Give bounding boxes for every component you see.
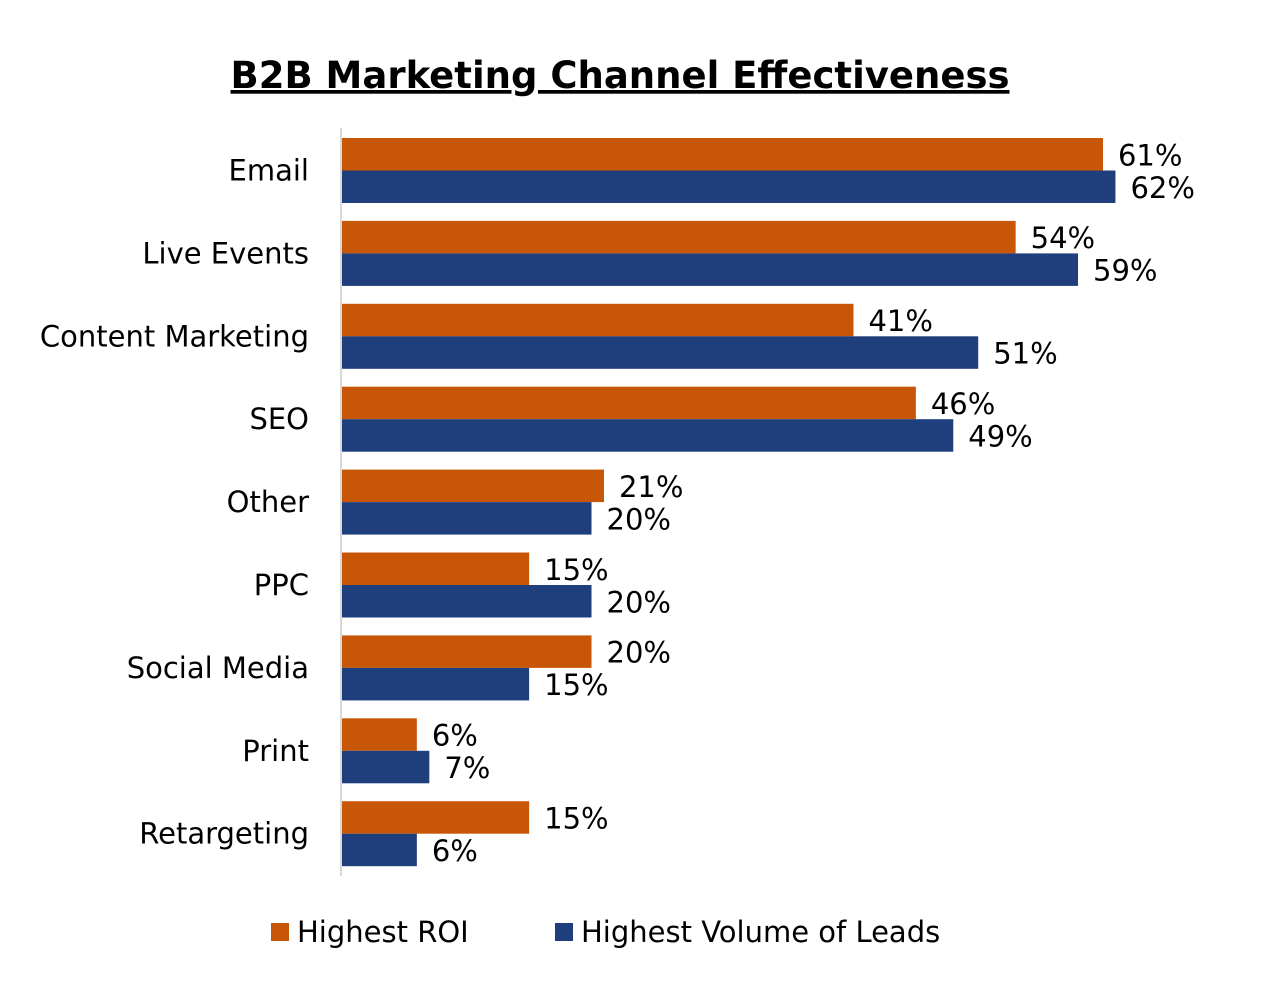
bar-highest-volume-of-leads [342, 253, 1079, 286]
bar-highest-roi [342, 801, 530, 834]
data-label: 59% [1093, 254, 1157, 288]
category-label: Print [242, 734, 309, 768]
chart-title: B2B Marketing Channel Effectiveness [231, 54, 1010, 97]
data-label: 21% [619, 470, 683, 504]
bar-highest-volume-of-leads [342, 502, 592, 535]
data-label: 6% [432, 719, 478, 753]
bar-highest-roi [342, 718, 417, 751]
category-label: SEO [249, 402, 309, 436]
data-label: 15% [544, 553, 608, 587]
data-label: 15% [544, 801, 608, 835]
legend-label: Highest ROI [297, 915, 469, 949]
category-label: Email [229, 154, 309, 188]
data-label: 15% [544, 668, 608, 702]
bar-highest-roi [342, 469, 604, 503]
category-label: Other [227, 485, 309, 519]
data-label: 51% [993, 337, 1057, 371]
data-label: 7% [444, 751, 490, 785]
bar-highest-roi [342, 220, 1016, 254]
legend-swatch [271, 923, 289, 941]
bar-highest-roi [342, 552, 530, 585]
bar-highest-volume-of-leads [342, 419, 954, 452]
bar-highest-roi [342, 635, 592, 668]
data-label: 6% [432, 834, 478, 868]
data-label: 54% [1031, 221, 1095, 255]
legend: Highest ROI Highest Volume of Leads [271, 915, 940, 949]
category-label: Social Media [127, 651, 309, 685]
data-label: 62% [1130, 171, 1194, 205]
bar-highest-volume-of-leads [342, 170, 1116, 203]
data-label: 61% [1118, 138, 1182, 172]
bar-highest-roi [342, 303, 854, 337]
legend-label: Highest Volume of Leads [581, 915, 940, 949]
data-label: 49% [968, 419, 1032, 453]
category-label: PPC [254, 568, 309, 602]
data-label: 46% [931, 387, 995, 421]
bar-highest-roi [342, 386, 916, 420]
category-label: Content Marketing [40, 319, 309, 353]
bar-highest-volume-of-leads [342, 750, 430, 784]
bar-highest-volume-of-leads [342, 585, 592, 618]
data-label: 20% [607, 585, 671, 619]
data-label: 41% [868, 304, 932, 338]
data-label: 20% [607, 502, 671, 536]
bar-highest-volume-of-leads [342, 336, 979, 369]
bar-highest-volume-of-leads [342, 833, 417, 867]
data-label: 20% [607, 636, 671, 670]
bar-highest-roi [342, 138, 1103, 171]
legend-swatch [555, 923, 573, 941]
bar-highest-volume-of-leads [342, 667, 530, 701]
category-label: Live Events [142, 236, 309, 270]
category-label: Retargeting [139, 817, 309, 851]
